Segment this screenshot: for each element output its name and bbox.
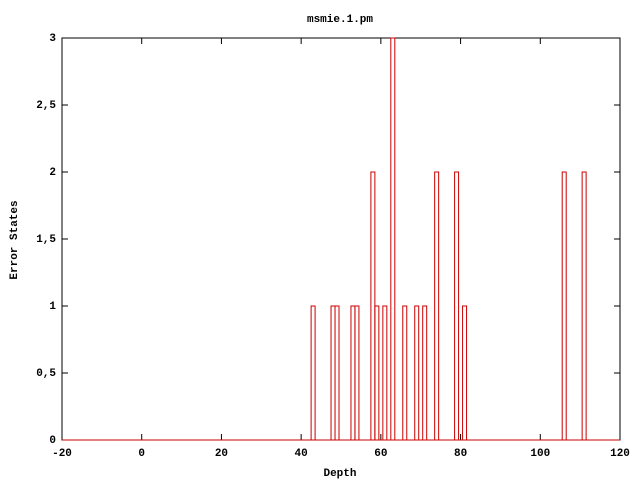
step-bar bbox=[350, 305, 356, 440]
x-tick-label: 20 bbox=[215, 448, 228, 460]
step-bar bbox=[402, 305, 408, 440]
y-axis-label: Error States bbox=[9, 200, 21, 279]
step-bar bbox=[561, 171, 567, 440]
step-bar bbox=[422, 305, 428, 440]
x-tick-label: 60 bbox=[374, 448, 387, 460]
x-tick-label: 120 bbox=[610, 448, 630, 460]
step-bar bbox=[334, 305, 340, 440]
y-tick-label: 1,5 bbox=[36, 234, 56, 246]
step-bar bbox=[382, 305, 388, 440]
y-tick-label: 1 bbox=[49, 301, 56, 313]
y-tick-label: 0 bbox=[49, 435, 56, 447]
step-bar bbox=[390, 37, 396, 440]
x-axis-label: Depth bbox=[323, 468, 356, 480]
chart-title: msmie.1.pm bbox=[307, 14, 373, 26]
x-tick-label: 0 bbox=[138, 448, 145, 460]
x-tick-label: 80 bbox=[454, 448, 467, 460]
step-bar bbox=[354, 305, 360, 440]
step-bar bbox=[434, 171, 440, 440]
step-bar bbox=[310, 305, 316, 440]
plot-border bbox=[61, 37, 621, 441]
step-bar bbox=[374, 305, 380, 440]
step-bar bbox=[581, 171, 587, 440]
x-tick-label: -20 bbox=[52, 448, 72, 460]
step-bar bbox=[454, 171, 460, 440]
x-tick-label: 100 bbox=[530, 448, 550, 460]
y-tick-label: 0,5 bbox=[36, 368, 56, 380]
y-tick-label: 2 bbox=[49, 167, 56, 179]
step-bar bbox=[414, 305, 420, 440]
step-bar bbox=[462, 305, 468, 440]
x-tick-label: 40 bbox=[295, 448, 308, 460]
step-bar bbox=[330, 305, 336, 440]
y-tick-label: 2,5 bbox=[36, 100, 56, 112]
step-bar bbox=[370, 171, 376, 440]
y-tick-label: 3 bbox=[49, 33, 56, 45]
